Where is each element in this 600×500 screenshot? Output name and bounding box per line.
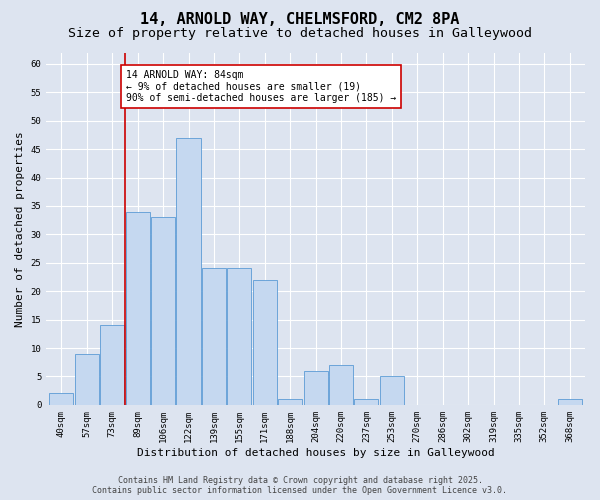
- Bar: [151, 218, 175, 405]
- Bar: [75, 354, 99, 405]
- Bar: [100, 326, 124, 405]
- Bar: [355, 399, 379, 405]
- Text: Size of property relative to detached houses in Galleywood: Size of property relative to detached ho…: [68, 28, 532, 40]
- Text: Contains HM Land Registry data © Crown copyright and database right 2025.
Contai: Contains HM Land Registry data © Crown c…: [92, 476, 508, 495]
- Text: 14, ARNOLD WAY, CHELMSFORD, CM2 8PA: 14, ARNOLD WAY, CHELMSFORD, CM2 8PA: [140, 12, 460, 28]
- Bar: [278, 399, 302, 405]
- Bar: [202, 268, 226, 405]
- Text: 14 ARNOLD WAY: 84sqm
← 9% of detached houses are smaller (19)
90% of semi-detach: 14 ARNOLD WAY: 84sqm ← 9% of detached ho…: [126, 70, 397, 102]
- Bar: [49, 394, 73, 405]
- Bar: [176, 138, 200, 405]
- Bar: [329, 365, 353, 405]
- Bar: [125, 212, 150, 405]
- Bar: [380, 376, 404, 405]
- X-axis label: Distribution of detached houses by size in Galleywood: Distribution of detached houses by size …: [137, 448, 494, 458]
- Y-axis label: Number of detached properties: Number of detached properties: [15, 131, 25, 326]
- Bar: [557, 399, 582, 405]
- Bar: [227, 268, 251, 405]
- Bar: [253, 280, 277, 405]
- Bar: [304, 370, 328, 405]
